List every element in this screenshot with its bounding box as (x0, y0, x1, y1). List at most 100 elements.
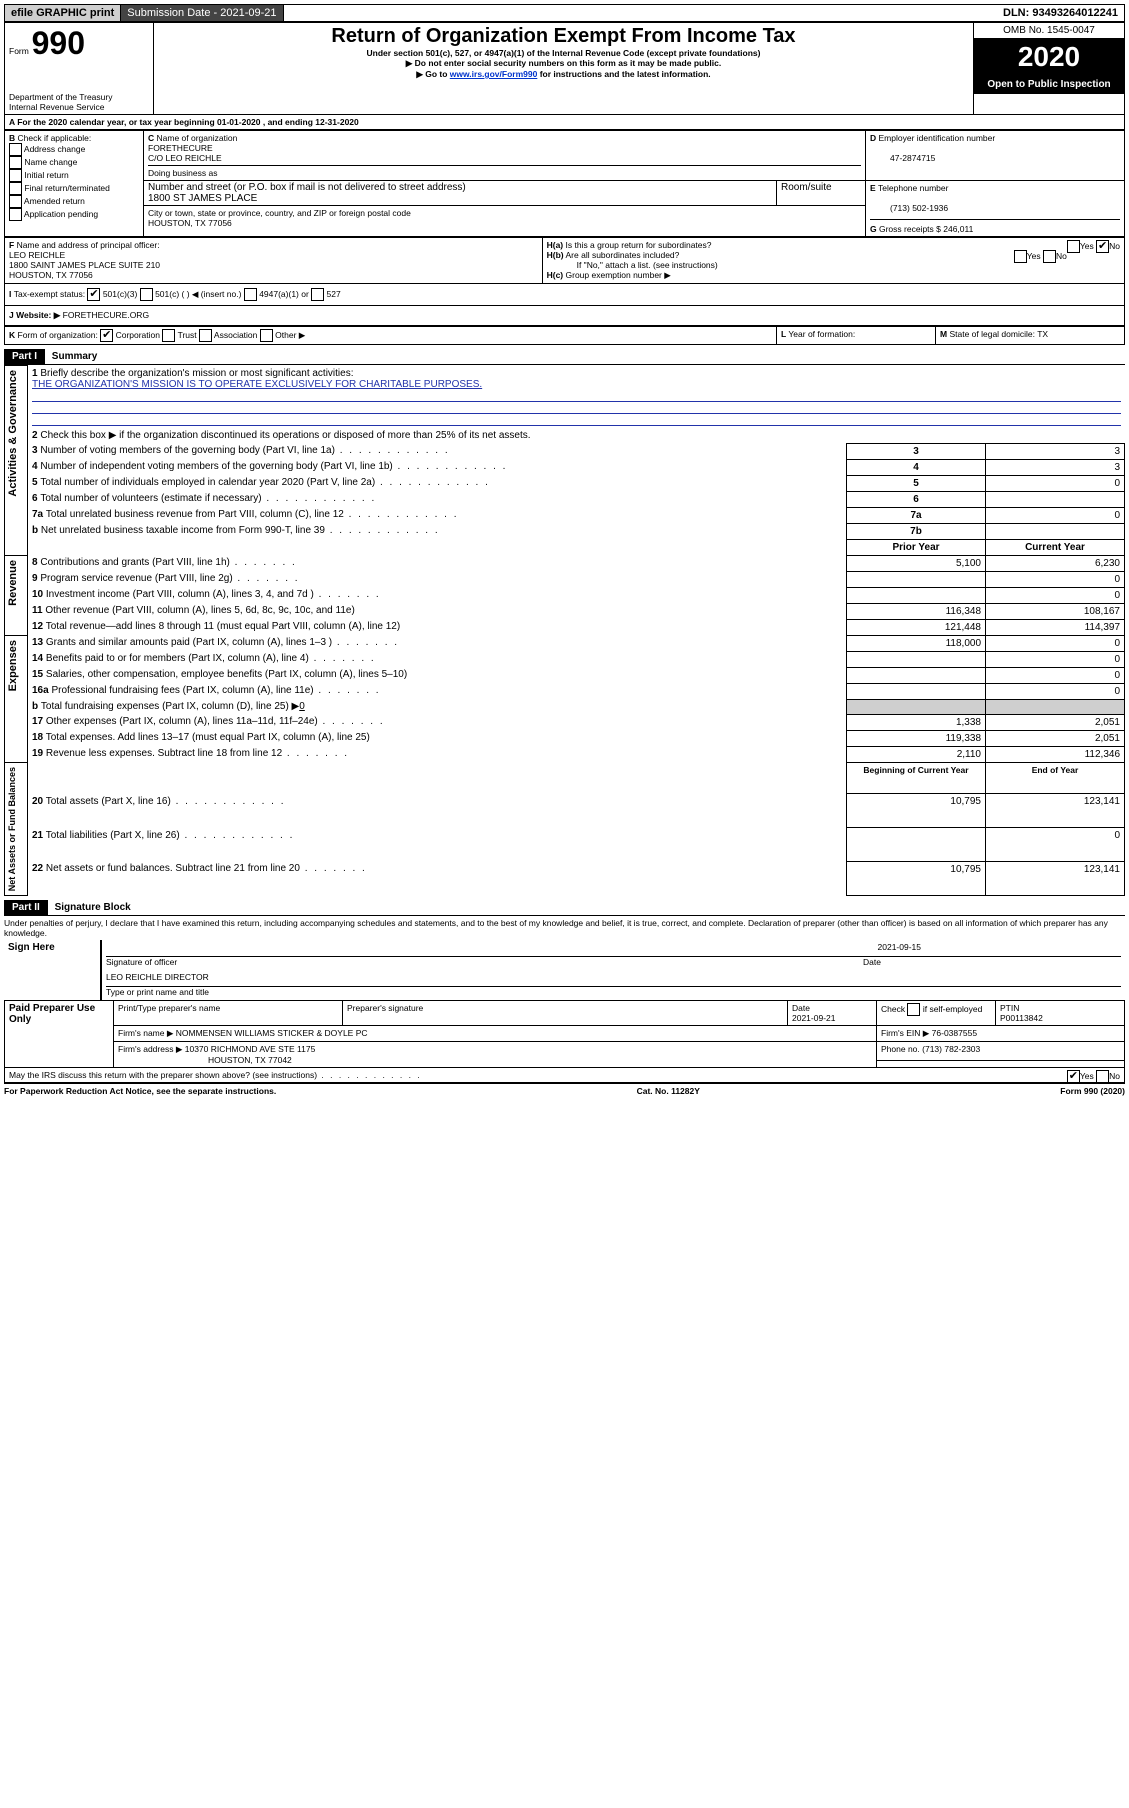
sig-officer-label: Signature of officer (106, 957, 177, 967)
submission-date-button[interactable]: Submission Date - 2021-09-21 (121, 5, 283, 21)
subtitle: Under section 501(c), 527, or 4947(a)(1)… (158, 48, 969, 58)
note2-post: for instructions and the latest informat… (537, 69, 710, 79)
chk-trust[interactable] (162, 329, 175, 342)
f-label: Name and address of principal officer: (17, 240, 160, 250)
r15c: 0 (986, 667, 1125, 683)
part1-title: Summary (48, 351, 98, 362)
org-name-2: C/O LEO REICHLE (148, 153, 222, 163)
l2-label: Check this box ▶ if the organization dis… (40, 430, 530, 441)
r21p (847, 828, 986, 862)
firm-ein: 76-0387555 (932, 1028, 977, 1038)
r9p (847, 571, 986, 587)
ha-yes[interactable] (1067, 240, 1080, 253)
ha-no[interactable] (1096, 240, 1109, 253)
line-a-text: For the 2020 calendar year, or tax year … (17, 117, 359, 127)
l7a-label: Total unrelated business revenue from Pa… (46, 509, 459, 520)
officer-addr2: HOUSTON, TX 77056 (9, 270, 93, 280)
may-discuss: May the IRS discuss this return with the… (9, 1070, 422, 1080)
dba-label: Doing business as (148, 168, 217, 178)
chk-corp[interactable] (100, 329, 113, 342)
hb-no[interactable] (1043, 250, 1056, 263)
r10n: 10 (32, 589, 43, 600)
hb-yes[interactable] (1014, 250, 1027, 263)
r22n: 22 (32, 863, 43, 874)
open-to-public: Open to Public Inspection (974, 75, 1124, 94)
chk-527[interactable] (311, 288, 324, 301)
l7b-label: Net unrelated business taxable income fr… (41, 525, 440, 536)
r20c: 123,141 (986, 794, 1125, 828)
chk-final-return[interactable] (9, 182, 22, 195)
r14t: Benefits paid to or for members (Part IX… (46, 653, 376, 664)
r8t: Contributions and grants (Part VIII, lin… (40, 557, 296, 568)
r15p (847, 667, 986, 683)
vert-revenue: Revenue (5, 556, 21, 610)
r18n: 18 (32, 732, 43, 743)
k-opt2: Association (214, 330, 257, 340)
city-value: HOUSTON, TX 77056 (148, 218, 232, 228)
l6-label: Total number of volunteers (estimate if … (40, 493, 376, 504)
r10c: 0 (986, 587, 1125, 603)
l4-label: Number of independent voting members of … (40, 461, 507, 472)
efile-button[interactable]: efile GRAPHIC print (5, 5, 121, 21)
return-title: Return of Organization Exempt From Incom… (158, 25, 969, 48)
chk-self-employed[interactable] (907, 1003, 920, 1016)
f-h-block: F Name and address of principal officer:… (4, 237, 1125, 284)
l16b: Total fundraising expenses (Part IX, col… (41, 701, 299, 712)
r17n: 17 (32, 716, 43, 727)
discuss-yes[interactable] (1067, 1070, 1080, 1083)
i-label: Tax-exempt status: (14, 289, 85, 299)
irs-label: Internal Revenue Service (9, 102, 149, 112)
org-name-1: FORETHECURE (148, 143, 213, 153)
officer-addr1: 1800 SAINT JAMES PLACE SUITE 210 (9, 260, 160, 270)
chk-name-change[interactable] (9, 156, 22, 169)
chk-501c3[interactable] (87, 288, 100, 301)
sig-date-label: Date (863, 957, 881, 967)
r11n: 11 (32, 605, 43, 616)
firm-phone-label: Phone no. (881, 1044, 920, 1054)
b-opt-5: Application pending (24, 209, 98, 219)
note2-pre: ▶ Go to (416, 69, 449, 79)
room-label: Room/suite (781, 182, 832, 193)
r10p (847, 587, 986, 603)
chk-other[interactable] (260, 329, 273, 342)
b-opt-4: Amended return (24, 196, 85, 206)
phone-value: (713) 502-1936 (870, 203, 948, 213)
sign-here-label: Sign Here (4, 940, 82, 1000)
discuss-no[interactable] (1096, 1070, 1109, 1083)
ha-label: Is this a group return for subordinates? (566, 240, 712, 250)
signature-table: Sign Here 2021-09-15 Signature of office… (4, 940, 1125, 1000)
r10t: Investment income (Part VIII, column (A)… (46, 589, 381, 600)
r19n: 19 (32, 748, 43, 759)
chk-initial-return[interactable] (9, 169, 22, 182)
g-label: Gross receipts $ (879, 224, 941, 234)
r14p (847, 651, 986, 667)
chk-application-pending[interactable] (9, 208, 22, 221)
chk-amended-return[interactable] (9, 195, 22, 208)
prior-year-header: Prior Year (847, 539, 986, 555)
r15n: 15 (32, 669, 43, 680)
r16ac: 0 (986, 683, 1125, 699)
i-opt1: 501(c)(3) (103, 289, 137, 299)
j-label: Website: ▶ (16, 310, 60, 320)
firm-ein-label: Firm's EIN ▶ (881, 1028, 929, 1038)
v7b (986, 523, 1125, 539)
chk-assoc[interactable] (199, 329, 212, 342)
r13t: Grants and similar amounts paid (Part IX… (46, 637, 399, 648)
chk-501c[interactable] (140, 288, 153, 301)
r8c: 6,230 (986, 555, 1125, 571)
chk-address-change[interactable] (9, 143, 22, 156)
b-opt-1: Name change (24, 157, 77, 167)
col-date: Date (792, 1003, 810, 1013)
part1-tab: Part I (4, 349, 45, 364)
r17c: 2,051 (986, 714, 1125, 730)
r12p: 121,448 (847, 619, 986, 635)
form990-link[interactable]: www.irs.gov/Form990 (450, 69, 538, 79)
form-prefix: Form (9, 46, 29, 56)
city-label: City or town, state or province, country… (148, 208, 411, 218)
r8p: 5,100 (847, 555, 986, 571)
footer-left: For Paperwork Reduction Act Notice, see … (4, 1086, 276, 1096)
chk-4947[interactable] (244, 288, 257, 301)
i-opt3: 4947(a)(1) or (259, 289, 309, 299)
r18c: 2,051 (986, 730, 1125, 746)
r13c: 0 (986, 635, 1125, 651)
